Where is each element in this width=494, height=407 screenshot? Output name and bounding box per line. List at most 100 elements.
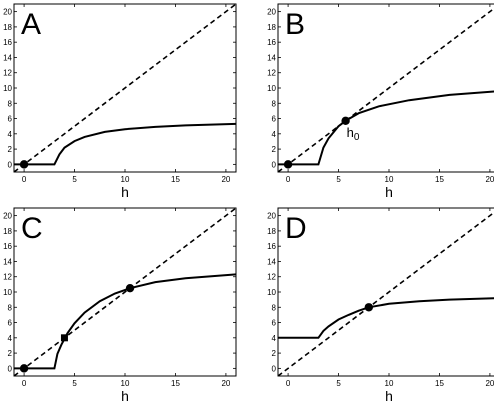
x-tick-label: 10 [121,379,130,388]
y-tick-label: 6 [272,319,277,328]
x-tick-label: 10 [121,175,130,184]
fixed-point-marker [19,160,29,169]
panel-a: 0 5 10 15 20 0 2 4 6 8 10 12 14 16 18 20 h A [3,3,237,200]
y-tick-label: 14 [3,257,12,266]
y-tick-label: 20 [3,212,12,221]
x-tick-label: 20 [221,175,230,184]
x-tick-label: 15 [435,175,444,184]
annotation-label: h0 [347,125,360,143]
x-axis-label: h [121,184,129,200]
annotation-subscript: 0 [354,132,360,143]
y-tick-label: 0 [8,364,13,373]
y-tick-label: 8 [8,99,13,108]
panel-label: C [21,212,43,245]
y-tick-label: 10 [3,288,12,297]
annotation-base: h [347,125,354,140]
y-tick-label: 0 [272,364,277,373]
identity-line [14,4,236,172]
y-tick-label: 18 [3,227,12,236]
y-tick-label: 0 [8,160,13,169]
y-tick-label: 10 [3,84,12,93]
x-tick-label: 0 [22,379,27,388]
x-tick-label: 10 [385,379,394,388]
y-tick-label: 4 [8,130,13,139]
y-tick-label: 2 [8,349,13,358]
y-tick-label: 4 [272,334,277,343]
x-tick-label: 20 [221,379,230,388]
x-axis-label: h [385,184,393,200]
unstable-point-marker [60,334,68,342]
y-tick-label: 8 [272,303,277,312]
identity-line [278,211,494,376]
y-tick-label: 16 [267,38,276,47]
response-curve [278,90,494,166]
fixed-point-marker [125,283,135,293]
y-tick-label: 18 [3,23,12,32]
response-curve [14,273,236,370]
x-tick-label: 15 [435,379,444,388]
x-tick-label: 10 [385,175,394,184]
y-tick-label: 18 [267,23,276,32]
y-tick-label: 8 [272,99,277,108]
plot-data [14,208,236,376]
y-tick-label: 16 [3,242,12,251]
panel-c: 0 5 10 15 20 0 2 4 6 8 10 12 14 16 18 20 h C [3,207,237,404]
x-tick-label: 20 [485,379,494,388]
fixed-point-marker [19,364,29,373]
y-tick-label: 12 [3,273,12,282]
x-tick-label: 5 [336,175,341,184]
fixed-point-marker [283,160,293,169]
x-tick-label: 5 [336,379,341,388]
y-tick-label: 20 [267,8,276,17]
y-tick-label: 4 [8,334,13,343]
plot-data [278,7,494,172]
y-tick-label: 12 [267,273,276,282]
x-tick-label: 15 [171,379,180,388]
x-axis-label: h [385,388,393,404]
response-curve [278,297,494,339]
x-tick-label: 20 [485,175,494,184]
y-tick-label: 0 [272,160,277,169]
x-tick-label: 5 [72,175,77,184]
identity-line [14,208,236,376]
y-tick-label: 16 [267,242,276,251]
y-tick-label: 20 [267,212,276,221]
panel-label: D [285,212,307,245]
plot-frame [277,207,494,377]
x-tick-label: 0 [22,175,27,184]
y-tick-label: 20 [3,8,12,17]
panel-label: B [285,8,305,41]
y-tick-label: 16 [3,38,12,47]
y-tick-label: 10 [267,84,276,93]
panel-label: A [21,8,41,41]
plot-data [278,211,494,376]
y-tick-label: 2 [272,349,277,358]
x-tick-label: 0 [286,379,291,388]
response-curve [14,122,236,166]
x-axis-label: h [121,388,129,404]
y-tick-label: 6 [8,319,13,328]
y-tick-label: 14 [267,53,276,62]
y-tick-label: 8 [8,303,13,312]
y-tick-label: 18 [267,227,276,236]
y-tick-label: 4 [272,130,277,139]
plot-frame [277,3,494,173]
y-tick-label: 12 [3,69,12,78]
y-tick-label: 2 [8,145,13,154]
x-tick-label: 5 [72,379,77,388]
y-tick-label: 10 [267,288,276,297]
y-tick-label: 6 [272,115,277,124]
y-tick-label: 2 [272,145,277,154]
y-tick-label: 14 [3,53,12,62]
x-tick-label: 0 [286,175,291,184]
y-tick-label: 14 [267,257,276,266]
y-tick-label: 12 [267,69,276,78]
fixed-point-marker [341,116,350,126]
panel-d: 0 5 10 15 20 0 2 4 6 8 10 12 14 16 18 20 h D [267,207,494,404]
x-tick-label: 15 [171,175,180,184]
identity-line [278,7,494,172]
y-tick-label: 6 [8,115,13,124]
fixed-point-marker [364,303,374,312]
